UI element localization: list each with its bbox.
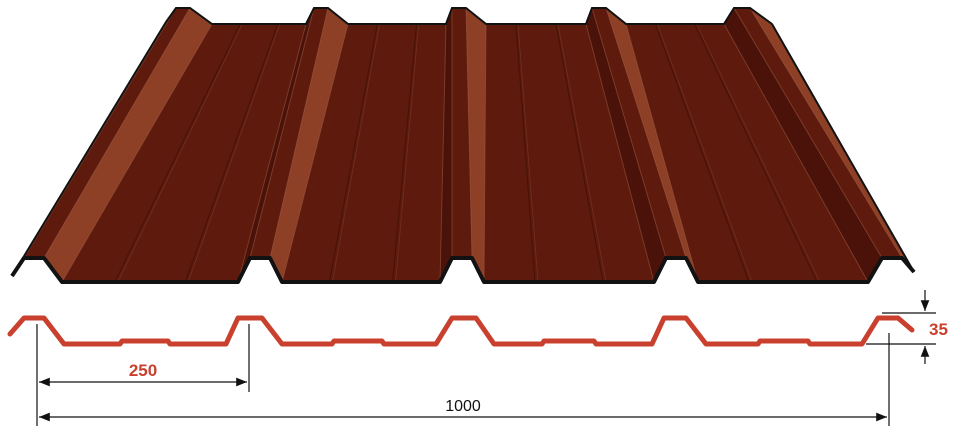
- sheet-strip: [734, 8, 902, 258]
- valley-stiffener-line: [184, 23, 279, 283]
- fold-line: [749, 7, 903, 259]
- sheet-back-edge: [165, 7, 773, 25]
- valley-stiffener-highlight: [517, 23, 539, 283]
- sheet-right-edge: [771, 23, 915, 273]
- fold-line: [465, 7, 473, 259]
- valley-stiffener-line: [392, 23, 418, 283]
- rib-spacing-dimension: 250: [36, 324, 250, 392]
- sheet-strip: [750, 8, 914, 272]
- sheet-strip: [270, 8, 348, 282]
- fold-line: [269, 7, 329, 259]
- fold-line: [585, 23, 655, 283]
- sheet-strip: [282, 24, 446, 282]
- sheet-strip: [238, 8, 314, 282]
- sheet-strip: [484, 24, 654, 282]
- valley-stiffener-highlight: [657, 23, 753, 283]
- sheet-strip: [440, 8, 452, 282]
- roof-sheet-3d-view: [10, 7, 916, 284]
- fold-line: [591, 7, 667, 259]
- fold-line: [483, 23, 487, 283]
- sheet-strip: [592, 8, 686, 258]
- valley-stiffener-highlight: [696, 23, 821, 283]
- rib-height-label: 35: [929, 320, 948, 339]
- sheet-strip: [452, 8, 472, 258]
- fold-line: [61, 23, 213, 283]
- sheet-strip: [250, 8, 328, 258]
- fold-line: [625, 23, 699, 283]
- fold-line: [43, 7, 191, 259]
- sheet-left-edge: [11, 21, 167, 277]
- valley-stiffener-highlight: [332, 23, 380, 283]
- rib-height-dimension: 35: [866, 290, 948, 364]
- sheet-strip: [62, 24, 306, 282]
- valley-stiffener-line: [328, 23, 378, 283]
- sheet-strip: [44, 8, 212, 282]
- sheet-strip: [586, 8, 666, 282]
- sheet-front-edge: [10, 256, 916, 284]
- fold-line: [723, 23, 869, 283]
- fold-line: [281, 23, 349, 283]
- valley-stiffener-highlight: [557, 23, 607, 283]
- valley-stiffener-highlight: [395, 23, 419, 283]
- valley-stiffener-line: [555, 23, 604, 283]
- fold-line: [733, 7, 883, 259]
- total-width-dimension: 1000: [36, 333, 890, 426]
- valley-stiffener-line: [654, 23, 750, 283]
- profile-cross-section: [7, 315, 915, 347]
- fold-line: [237, 23, 307, 283]
- valley-stiffener-highlight: [187, 23, 281, 283]
- valley-stiffener-line: [515, 23, 536, 283]
- total-width-label: 1000: [445, 398, 481, 415]
- valley-stiffener-line: [694, 23, 818, 283]
- fold-line: [439, 23, 447, 283]
- rib-spacing-label: 250: [129, 361, 157, 380]
- valley-stiffener-line: [114, 23, 241, 283]
- sheet-strip: [606, 8, 698, 282]
- sheet-strip: [724, 8, 882, 282]
- fold-line: [249, 7, 315, 259]
- sheet-strip: [24, 8, 190, 258]
- valley-stiffener-highlight: [117, 23, 243, 283]
- sheet-strip: [626, 24, 868, 282]
- fold-line: [605, 7, 687, 259]
